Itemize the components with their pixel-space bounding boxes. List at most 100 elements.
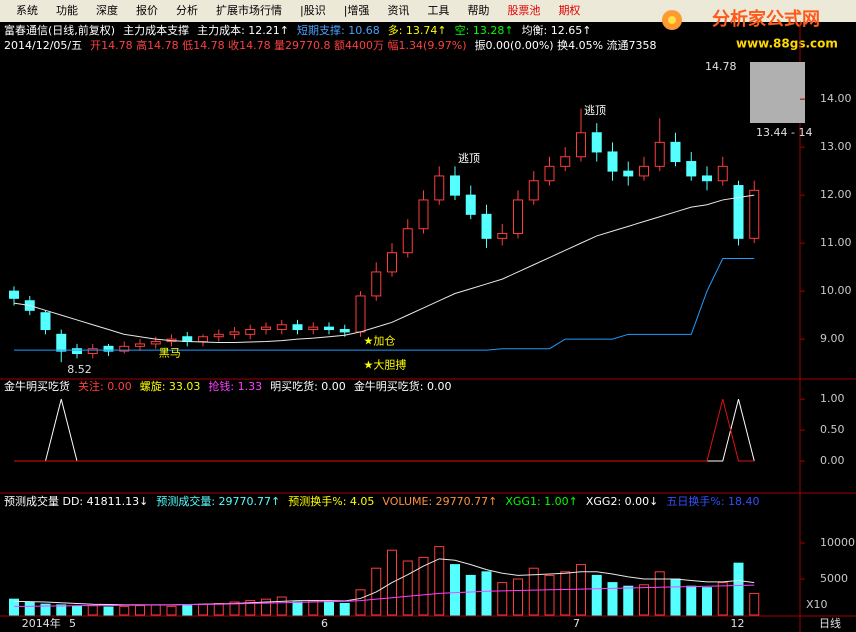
candle-body [607, 151, 618, 172]
menu-item[interactable]: 工具 [427, 4, 449, 17]
info-text: 多: 13.74↑ [388, 23, 447, 37]
volume-bar [402, 560, 413, 616]
menu-item[interactable]: |股识 [300, 4, 326, 17]
volume-bar [355, 589, 366, 616]
volume-bar [261, 598, 271, 616]
volume-bar [213, 602, 224, 616]
volume-bar [702, 587, 712, 616]
candle-body [119, 345, 130, 352]
volume-bar [497, 582, 508, 616]
volume-bar [465, 574, 476, 616]
volume-bar [749, 592, 760, 616]
info-text: 预测成交量: 29770.77↑ [156, 494, 280, 508]
line [14, 399, 755, 462]
candle-body [434, 175, 445, 201]
volume-bar [733, 562, 744, 616]
volume-bar [324, 600, 334, 616]
info-text: 空: 13.28↑ [455, 23, 514, 37]
info-text: 均衡: 12.65↑ [522, 24, 592, 37]
volume-bar [182, 605, 193, 616]
y-tick-label: 10.00 [820, 284, 852, 297]
volume-bar [276, 596, 287, 616]
unit-label: X10 [806, 598, 828, 611]
y-tick-label: 11.00 [820, 236, 852, 249]
info-text: 抢钱: 1.33 [208, 379, 262, 393]
info-text: 短期支撑: 10.68 [297, 23, 380, 37]
menu-item[interactable]: 扩展市场行情 [216, 3, 282, 17]
menu-item[interactable]: 期权 [558, 4, 580, 17]
candle-body [450, 175, 460, 196]
y-tick-label: 9.00 [820, 332, 845, 345]
info-text: 主力成本支撑 [123, 23, 189, 37]
candle-body [56, 333, 67, 352]
info-text: 金牛明买吃货: 0.00 [354, 379, 452, 393]
info-text: 明买吃货: 0.00 [270, 379, 346, 393]
candle-body [544, 165, 555, 182]
candle-body [72, 348, 82, 355]
volume-bar [450, 564, 460, 616]
menu-item[interactable]: 报价 [136, 3, 158, 17]
candle-body [497, 233, 508, 239]
line [13, 194, 755, 343]
y-tick-label: 13.00 [820, 140, 852, 153]
candle-body [87, 348, 98, 355]
candle-body [402, 228, 413, 254]
candle-body [749, 189, 760, 239]
volume-bar [166, 605, 177, 616]
menu-item[interactable]: 系统 [16, 4, 38, 17]
volume-bar [717, 582, 728, 616]
y-tick-label: 12.00 [820, 188, 852, 201]
volume-bar [686, 585, 697, 616]
menu-item[interactable]: 分析 [176, 3, 198, 17]
candle-body [639, 165, 649, 177]
volume-bar [528, 567, 539, 616]
candle-body [481, 213, 492, 239]
logo-title: 分析家公式网 [712, 8, 820, 30]
menu-item[interactable]: 帮助 [467, 3, 489, 17]
menu-item[interactable]: 股票池 [507, 4, 540, 17]
info-text: 2014/12/05/五 [4, 39, 82, 52]
candle-body [465, 194, 476, 215]
volume-bar [56, 604, 67, 616]
annotation: 黑马 [159, 347, 181, 360]
y-tick-label: 14.00 [820, 92, 852, 105]
volume-bar [198, 603, 208, 616]
candle-body [702, 175, 712, 182]
y-tick-label: 5000 [820, 572, 848, 585]
candle-body [560, 156, 571, 167]
period-label: 日线 [819, 616, 841, 630]
volume-bar [481, 571, 492, 616]
volume-bar [339, 602, 350, 616]
volume-bar [87, 605, 98, 616]
candle-body [339, 329, 350, 333]
candle-body [355, 295, 366, 333]
info-text: 开14.78 高14.78 低14.78 收14.78 量29770.8 额44… [90, 38, 466, 52]
candle-body [198, 336, 208, 343]
line [14, 257, 755, 351]
x-tick-label: 7 [573, 617, 580, 630]
candle-body [150, 341, 161, 345]
volume-bar [576, 564, 586, 616]
info-text: 富春通信(日线,前复权) [4, 23, 115, 37]
volume-bar [9, 598, 19, 616]
menu-item[interactable]: |增强 [344, 3, 370, 17]
candle-body [528, 180, 539, 201]
menu-item[interactable]: 深度 [96, 3, 118, 17]
logo-url: www.88gs.com [736, 37, 838, 51]
y-tick-label: 10000 [820, 536, 855, 549]
candle-body [686, 161, 697, 177]
volume-bar [591, 574, 602, 616]
volume-bar [418, 556, 429, 616]
candle-body [591, 132, 602, 153]
menu-item[interactable]: 资讯 [387, 4, 409, 17]
menu-item[interactable]: 功能 [56, 3, 78, 17]
candle-body [276, 324, 287, 331]
info-text: 五日换手%: 18.40 [666, 494, 759, 508]
annotation: ★加仓 [364, 334, 396, 348]
volume-bar [229, 601, 240, 616]
candle-body [654, 141, 665, 167]
candle-body [261, 326, 271, 331]
volume-bar [654, 571, 665, 616]
candle-body [292, 324, 303, 331]
